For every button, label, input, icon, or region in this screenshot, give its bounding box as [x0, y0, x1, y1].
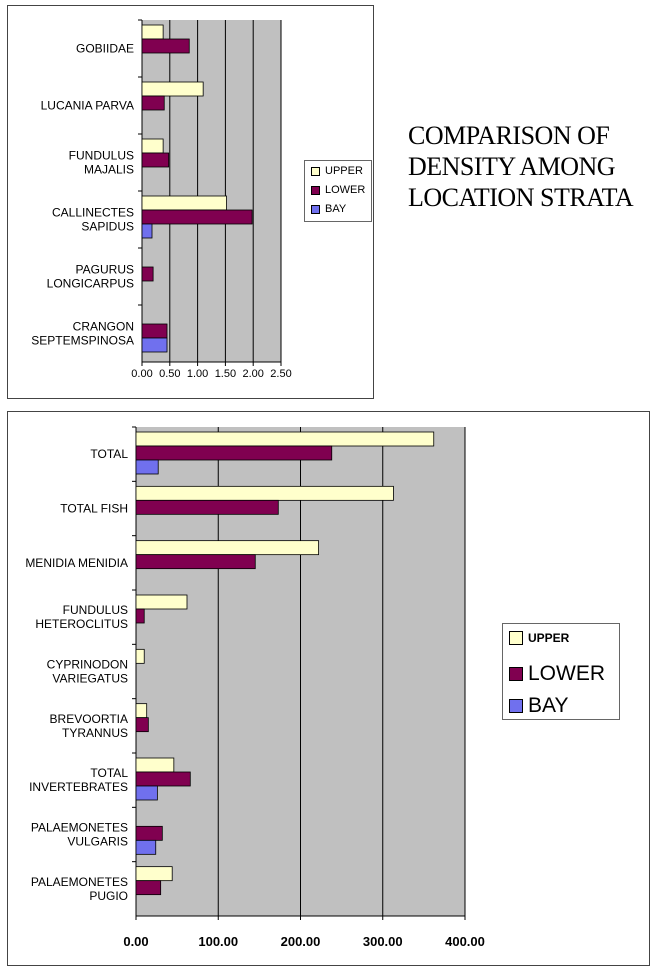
chart-2-plot: 0.00 100.00 200.00 300.00 400.00 TOTAL TOTAL F…	[25, 426, 485, 949]
bar-upper	[135, 757, 175, 773]
bar-upper	[135, 866, 173, 882]
x-tick-label: 0.00	[123, 934, 148, 949]
bar-bay	[135, 785, 158, 801]
category-label: GOBIIDAE	[76, 42, 134, 56]
legend-1-bay-label: BAY	[325, 203, 347, 215]
category-label: CRANGON	[73, 320, 134, 334]
legend-2-bay-swatch	[509, 699, 523, 713]
x-tick-label: 100.00	[198, 934, 238, 949]
bar-upper	[135, 540, 319, 556]
category-label: VULGARIS	[67, 835, 128, 849]
legend-2-upper-swatch	[509, 631, 523, 645]
bar-bay	[141, 223, 153, 239]
legend-2-upper: UPPER	[509, 631, 569, 645]
bar-upper	[141, 24, 164, 40]
legend-1-lower: LOWER	[311, 184, 365, 196]
legend-2-bay-label: BAY	[528, 694, 569, 717]
bar-lower	[141, 209, 253, 225]
bar-lower	[135, 445, 333, 461]
legend-1-bay: BAY	[311, 203, 346, 215]
title-line-2: DENSITY AMONG	[408, 152, 616, 181]
category-label: TOTAL	[90, 766, 128, 780]
legend-1-upper-label: UPPER	[325, 165, 363, 177]
bar-upper	[135, 485, 394, 501]
bar-lower	[135, 554, 256, 570]
x-tick-label: 0.50	[159, 368, 180, 380]
title-line-1: COMPARISON OF	[408, 121, 610, 150]
bar-upper	[135, 703, 148, 719]
category-label: LUCANIA PARVA	[41, 99, 134, 113]
legend-1-lower-swatch	[311, 185, 320, 195]
legend-1-upper: UPPER	[311, 165, 363, 177]
bar-upper	[141, 81, 204, 97]
bar-lower	[135, 499, 279, 515]
bar-lower	[135, 771, 191, 787]
x-tick-label: 2.00	[242, 368, 263, 380]
title-line-3: LOCATION STRATA	[408, 183, 634, 212]
chart-1-plot: 0.00 0.50 1.00 1.50 2.00 2.50 GOBIIDAE LUCANIA …	[31, 19, 292, 380]
bar-upper	[135, 648, 145, 664]
bar-bay	[135, 839, 157, 855]
category-label: HETEROCLITUS	[35, 617, 128, 631]
x-tick-label: 300.00	[363, 934, 403, 949]
bar-lower	[135, 825, 163, 841]
bar-lower	[135, 608, 145, 624]
category-label: CALLINECTES	[52, 206, 134, 220]
legend-2-lower-swatch	[509, 667, 523, 681]
legend-2-lower: LOWER	[509, 662, 605, 686]
category-label: BREVOORTIA	[50, 712, 128, 726]
bar-lower	[141, 152, 170, 168]
bar-upper	[141, 195, 227, 211]
category-label: FUNDULUS	[69, 149, 134, 163]
category-label: INVERTEBRATES	[29, 780, 128, 794]
category-label: TYRANNUS	[62, 726, 128, 740]
x-tick-label: 1.50	[215, 368, 236, 380]
category-label: FUNDULUS	[63, 603, 128, 617]
bar-upper	[135, 431, 435, 447]
category-label: PALAEMONETES	[31, 821, 128, 835]
category-label: SEPTEMSPINOSA	[31, 334, 134, 348]
bar-upper	[141, 138, 164, 154]
bar-lower	[141, 323, 168, 339]
chart-1-legend: UPPER LOWER BAY	[304, 160, 372, 222]
category-label: PUGIO	[89, 889, 128, 903]
bar-bay	[135, 459, 159, 475]
chart-2-legend: UPPER LOWER BAY	[502, 623, 620, 720]
legend-2-lower-label: LOWER	[528, 662, 606, 685]
category-label: SAPIDUS	[81, 220, 134, 234]
category-label: VARIEGATUS	[52, 672, 128, 686]
category-label: LONGICARPUS	[47, 277, 134, 291]
plot-area	[142, 20, 281, 362]
category-label: TOTAL	[90, 447, 128, 461]
legend-1-lower-label: LOWER	[325, 184, 366, 196]
legend-1-bay-swatch	[311, 204, 320, 214]
x-tick-label: 200.00	[281, 934, 321, 949]
category-label: PAGURUS	[76, 263, 134, 277]
category-label: MENIDIA MENIDIA	[25, 556, 128, 570]
bar-lower	[141, 95, 165, 111]
bar-bay	[141, 337, 168, 353]
category-label: CYPRINODON	[47, 658, 128, 672]
legend-2-upper-label: UPPER	[528, 631, 570, 645]
x-tick-label: 400.00	[445, 934, 485, 949]
legend-1-upper-swatch	[311, 166, 320, 176]
x-tick-label: 2.50	[270, 368, 291, 380]
x-tick-label: 1.00	[187, 368, 208, 380]
bar-lower	[135, 717, 149, 733]
page-title: COMPARISON OF DENSITY AMONG LOCATION STR…	[408, 120, 653, 213]
x-tick-label: 0.00	[131, 368, 152, 380]
bar-upper	[135, 594, 188, 610]
bar-lower	[135, 880, 162, 896]
category-label: PALAEMONETES	[31, 875, 128, 889]
category-label: MAJALIS	[84, 163, 134, 177]
bar-lower	[141, 266, 154, 282]
category-label: TOTAL FISH	[60, 502, 128, 516]
legend-2-bay: BAY	[509, 694, 568, 718]
bar-lower	[141, 38, 190, 54]
